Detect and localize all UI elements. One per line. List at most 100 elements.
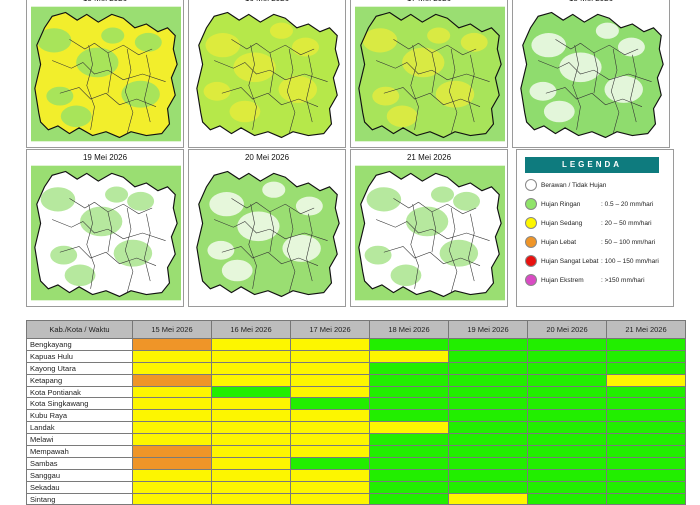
regency-name: Sanggau [26, 468, 133, 482]
table-row: Bengkayang [26, 338, 686, 351]
regency-name: Kota Pontianak [26, 385, 133, 399]
rainfall-category-cell [132, 385, 212, 399]
rain-patch [229, 100, 261, 123]
rain-patch [262, 181, 286, 198]
regency-border [376, 219, 490, 241]
rainfall-category-cell [290, 338, 370, 351]
regency-name: Kayong Utara [26, 361, 133, 375]
rainfall-category-cell [606, 349, 686, 363]
legend-swatch [525, 198, 537, 210]
rainfall-map [517, 6, 667, 142]
regency-border [124, 207, 134, 293]
regency-border [269, 211, 275, 253]
map-panel: 21 Mei 2026 [350, 149, 508, 307]
table-row: Kayong Utara [26, 361, 686, 375]
rain-patch [203, 81, 231, 101]
regency-border [306, 213, 313, 282]
regency-border [86, 204, 95, 289]
rainfall-category-cell [369, 409, 449, 423]
regency-border [306, 54, 313, 123]
regency-border [221, 246, 319, 266]
table-header-cell: 19 Mei 2026 [448, 320, 528, 339]
province-border [196, 11, 340, 139]
rain-patch [543, 100, 575, 123]
rainfall-map [31, 6, 181, 142]
rainfall-category-cell [448, 338, 528, 351]
legend-label: Hujan Ringan [541, 200, 581, 208]
rain-patch [278, 75, 318, 103]
rainfall-category-cell [211, 338, 291, 351]
rain-patch [207, 240, 235, 260]
map-panel: 17 Mei 2026 [350, 0, 508, 148]
rainfall-category-cell [132, 361, 212, 375]
rainfall-category-cell [132, 468, 212, 482]
legend-range: : 100 – 150 mm/hari [601, 257, 659, 265]
regency-border [431, 52, 437, 94]
map-date-label: 18 Mei 2026 [513, 0, 669, 3]
rainfall-category-cell [448, 421, 528, 435]
rainfall-category-cell [290, 468, 370, 482]
legend-swatch [525, 236, 537, 248]
map-date-label: 15 Mei 2026 [27, 0, 183, 3]
regency-border [86, 45, 95, 130]
rainfall-map [355, 165, 505, 301]
rainfall-category-cell [369, 445, 449, 458]
regency-border [376, 60, 490, 82]
regency-name: Melawi [26, 433, 133, 447]
legend-panel: LEGENDA Berawan / Tidak Hujan Hujan Ringa… [516, 149, 674, 307]
rainfall-category-cell [448, 468, 528, 482]
rainfall-category-cell [211, 433, 291, 447]
rainfall-category-cell [527, 468, 607, 482]
rainfall-category-cell [606, 421, 686, 435]
map-panel: 20 Mei 2026 [188, 149, 346, 307]
rain-patch [127, 191, 155, 211]
rain-patch [292, 37, 319, 57]
regency-name: Kota Singkawang [26, 397, 133, 411]
rain-patch [439, 239, 479, 267]
regency-border [410, 45, 419, 130]
rain-patch [595, 22, 619, 39]
rain-patch [402, 47, 445, 78]
table-row: Kota Pontianak [26, 385, 686, 399]
regency-name: Sintang [26, 492, 133, 505]
rainfall-category-cell [290, 456, 370, 470]
rainfall-category-cell [448, 480, 528, 494]
rainfall-category-cell [369, 456, 449, 470]
rainfall-category-cell [606, 373, 686, 387]
rain-patch [134, 32, 162, 52]
rainfall-category-cell [606, 361, 686, 375]
rainfall-category-cell [132, 421, 212, 435]
rainfall-category-cell [132, 338, 212, 351]
rainfall-category-cell [448, 456, 528, 470]
table-row: Sekadau [26, 480, 686, 494]
table-row: Sanggau [26, 468, 686, 482]
rainfall-category-cell [527, 480, 607, 494]
rainfall-category-cell [369, 373, 449, 387]
legend-swatch [525, 274, 537, 286]
regency-border [107, 211, 113, 253]
rainfall-category-cell [369, 397, 449, 411]
rainfall-category-cell [290, 385, 370, 399]
regency-border [393, 39, 477, 56]
rain-patch [435, 80, 475, 108]
rainfall-category-cell [527, 421, 607, 435]
rain-patch [366, 187, 402, 212]
rainfall-category-cell [448, 397, 528, 411]
rainfall-category-cell [369, 492, 449, 505]
regency-border [431, 211, 437, 253]
rain-patch [372, 86, 400, 106]
rainfall-category-cell [527, 433, 607, 447]
rainfall-map [193, 165, 343, 301]
table-row: Kapuas Hulu [26, 349, 686, 363]
regency-border [448, 207, 458, 293]
regency-name: Kapuas Hulu [26, 349, 133, 363]
rainfall-category-cell [290, 397, 370, 411]
rainfall-category-cell [369, 361, 449, 375]
regency-border [545, 87, 643, 107]
legend-label: Berawan / Tidak Hujan [541, 181, 607, 189]
regency-border [214, 60, 328, 82]
legend-range: : 50 – 100 mm/hari [601, 238, 656, 246]
regency-border [630, 54, 637, 123]
rainfall-category-cell [132, 445, 212, 458]
province-border [34, 170, 178, 298]
